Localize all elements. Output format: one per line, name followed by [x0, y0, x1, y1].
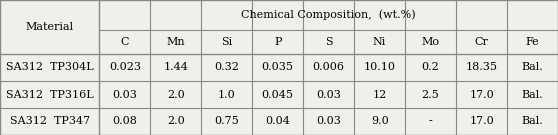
Text: 2.0: 2.0	[167, 90, 185, 99]
Text: S: S	[325, 37, 333, 47]
Text: Ni: Ni	[373, 37, 386, 47]
Text: 0.32: 0.32	[214, 63, 239, 72]
Text: 1.0: 1.0	[218, 90, 235, 99]
Text: 0.03: 0.03	[316, 90, 341, 99]
Text: Bal.: Bal.	[522, 90, 543, 99]
Text: 1.44: 1.44	[163, 63, 188, 72]
Text: 0.75: 0.75	[214, 117, 239, 126]
Text: 0.03: 0.03	[112, 90, 137, 99]
Text: Material: Material	[26, 22, 74, 32]
Text: 2.5: 2.5	[422, 90, 440, 99]
Text: 0.006: 0.006	[312, 63, 345, 72]
Text: 9.0: 9.0	[371, 117, 388, 126]
Text: Chemical Composition,  (wt.%): Chemical Composition, (wt.%)	[242, 10, 416, 20]
Text: 0.045: 0.045	[262, 90, 294, 99]
Text: Bal.: Bal.	[522, 63, 543, 72]
Text: 0.2: 0.2	[422, 63, 440, 72]
Text: SA312  TP316L: SA312 TP316L	[6, 90, 94, 99]
Text: Si: Si	[221, 37, 232, 47]
Text: 0.023: 0.023	[109, 63, 141, 72]
Text: 2.0: 2.0	[167, 117, 185, 126]
Text: 17.0: 17.0	[469, 90, 494, 99]
Text: SA312  TP304L: SA312 TP304L	[6, 63, 94, 72]
Text: 0.03: 0.03	[316, 117, 341, 126]
Text: 0.08: 0.08	[112, 117, 137, 126]
Text: P: P	[274, 37, 281, 47]
Text: 10.10: 10.10	[364, 63, 396, 72]
Text: 0.035: 0.035	[262, 63, 294, 72]
Text: SA312  TP347: SA312 TP347	[9, 117, 90, 126]
Text: 17.0: 17.0	[469, 117, 494, 126]
Text: Mn: Mn	[166, 37, 185, 47]
Text: Mo: Mo	[422, 37, 440, 47]
Text: -: -	[429, 117, 432, 126]
Text: Fe: Fe	[526, 37, 540, 47]
Text: 18.35: 18.35	[465, 63, 498, 72]
Text: 12: 12	[373, 90, 387, 99]
Text: Bal.: Bal.	[522, 117, 543, 126]
Text: C: C	[121, 37, 129, 47]
Text: 0.04: 0.04	[265, 117, 290, 126]
Text: Cr: Cr	[475, 37, 488, 47]
